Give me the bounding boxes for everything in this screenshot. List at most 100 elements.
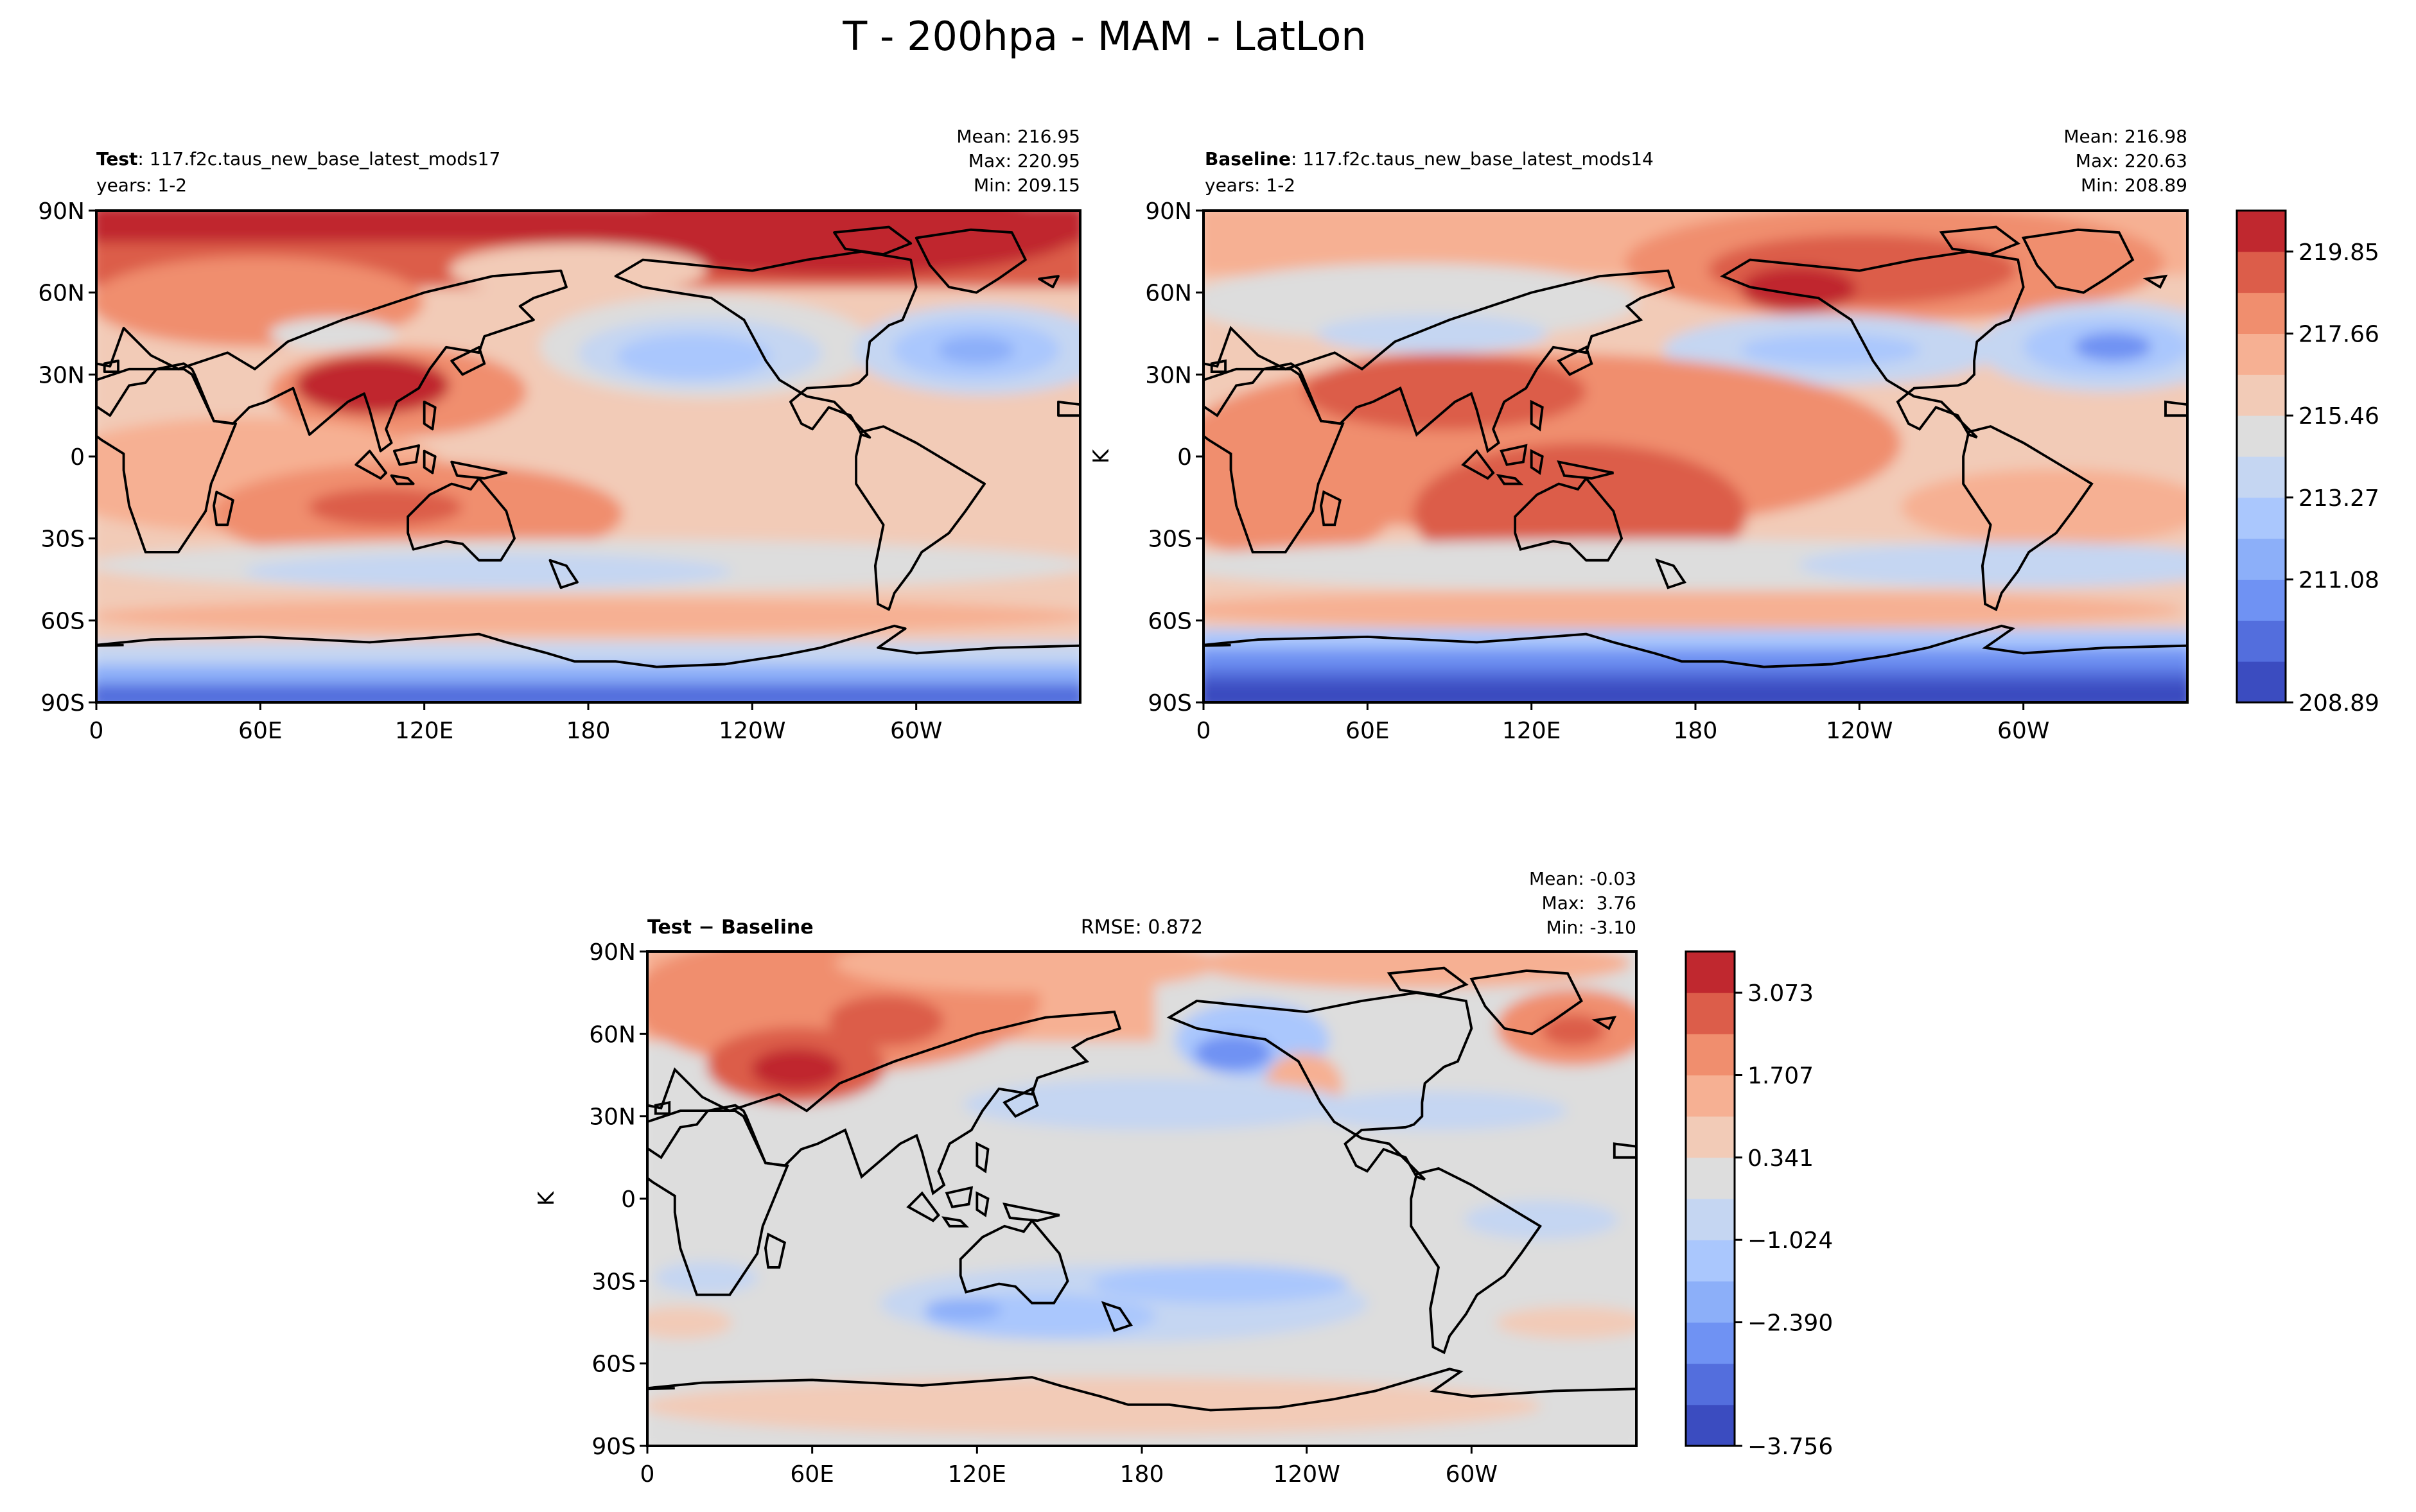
colorbar-tick-label: 0.341 (1747, 1145, 1814, 1172)
lon-tick-label: 60W (1997, 718, 2049, 744)
lat-tick-label: 90N (38, 198, 85, 225)
colorbar-segment (2237, 456, 2286, 498)
colorbar-segment (2237, 292, 2286, 334)
lat-tick-label: 0 (70, 444, 85, 471)
colorbar-segment (2237, 374, 2286, 416)
lon-tick-label: 60W (1446, 1461, 1498, 1488)
lon-tick-label: 120W (1274, 1461, 1340, 1488)
diff-unit-label: K (534, 1190, 559, 1206)
lon-tick-label: 60E (790, 1461, 834, 1488)
colorbar-segment (1686, 1363, 1735, 1405)
colorbar-tick-label: 3.073 (1747, 980, 1814, 1007)
lat-tick-label: 90S (591, 1434, 636, 1460)
colorbar-segment (1686, 1199, 1735, 1240)
lat-tick-label: 60N (38, 281, 85, 307)
colorbar-frame (2236, 209, 2287, 704)
lon-tick-label: 180 (1120, 1461, 1164, 1488)
diff-title: Test − Baseline (647, 916, 814, 939)
baseline-label-bold: Baseline (1205, 148, 1291, 169)
lat-tick-label: 30N (1145, 362, 1192, 388)
lat-tick-label: 60S (1148, 608, 1192, 634)
baseline-x-axis: 0 60E 120E 180 120W 60W (1196, 702, 2049, 744)
test-x-axis: 0 60E 120E 180 120W 60W (89, 702, 942, 744)
colorbar-segment (1686, 952, 1735, 993)
test-label-rest: : 117.f2c.taus_new_base_latest_mods17 (137, 148, 500, 169)
colorbar-segment (2237, 497, 2286, 539)
lat-tick-label: 30N (38, 362, 85, 388)
colorbar-tick-label: 213.27 (2298, 485, 2379, 512)
lon-tick-label: 60E (1345, 718, 1390, 744)
colorbar-segment (1686, 1404, 1735, 1447)
lon-tick-label: 0 (640, 1461, 655, 1488)
lat-tick-label: 90S (40, 690, 85, 717)
lat-tick-label: 30S (1148, 526, 1192, 553)
diff-colorbar: 3.073 1.707 0.341 −1.024 −2.390 −3.756 (1685, 950, 1833, 1460)
lon-tick-label: 120E (948, 1461, 1006, 1488)
test-panel: Test: 117.f2c.taus_new_base_latest_mods1… (38, 126, 1081, 744)
lat-tick-label: 90S (1148, 690, 1192, 717)
lon-tick-label: 0 (89, 718, 104, 744)
lat-tick-label: 30S (591, 1269, 636, 1295)
test-y-axis: 90N 60N 30N 0 30S 60S 90S (38, 198, 96, 717)
colorbar-segment (1686, 1322, 1735, 1364)
lon-tick-label: 120E (395, 718, 453, 744)
lat-tick-label: 60S (591, 1351, 636, 1378)
colorbar-segment (1686, 1240, 1735, 1282)
colorbar-segment (1686, 1157, 1735, 1199)
test-years: years: 1-2 (96, 175, 187, 196)
colorbar-segment (2237, 251, 2286, 293)
colorbar-tick-label: 219.85 (2298, 239, 2379, 266)
test-min: Min: 209.15 (974, 175, 1080, 196)
baseline-header: Baseline: 117.f2c.taus_new_base_latest_m… (1205, 148, 1654, 169)
diff-max: Max: 3.76 (1542, 892, 1636, 914)
colorbar-segment (2237, 333, 2286, 375)
lon-tick-label: 180 (566, 718, 611, 744)
diff-min: Min: -3.10 (1546, 917, 1636, 938)
baseline-min: Min: 208.89 (2081, 175, 2187, 196)
lat-tick-label: 60S (40, 608, 85, 634)
test-header: Test: 117.f2c.taus_new_base_latest_mods1… (96, 148, 500, 169)
baseline-unit-label: K (1089, 448, 1114, 464)
lon-tick-label: 0 (1196, 718, 1211, 744)
test-map-field (96, 211, 1080, 702)
lat-tick-label: 60N (589, 1021, 636, 1048)
lon-tick-label: 60W (890, 718, 942, 744)
colorbar-tick-label: −3.756 (1747, 1434, 1833, 1460)
lon-tick-label: 60E (238, 718, 283, 744)
colorbar-segment (2237, 415, 2286, 457)
lat-tick-label: 30N (589, 1104, 636, 1131)
colorbar-tick-label: 215.46 (2298, 403, 2379, 430)
colorbar-segment (1686, 1034, 1735, 1075)
test-label-bold: Test (96, 148, 137, 169)
colorbar-segment (1686, 993, 1735, 1034)
lat-tick-label: 0 (1177, 444, 1192, 471)
lat-tick-label: 0 (621, 1186, 636, 1213)
diff-y-axis: 90N 60N 30N 0 30S 60S 90S (589, 939, 647, 1460)
lon-tick-label: 180 (1674, 718, 1718, 744)
colorbar-segment (1686, 1116, 1735, 1158)
colorbar-tick-label: 211.08 (2298, 568, 2379, 594)
colorbar-tick-label: −1.024 (1747, 1228, 1833, 1254)
colorbar-segment (2237, 620, 2286, 662)
colorbar-frame (1685, 950, 1736, 1447)
baseline-map-field (1204, 211, 2187, 702)
lon-tick-label: 120W (719, 718, 785, 744)
baseline-years: years: 1-2 (1205, 175, 1295, 196)
colorbar-tick-label: −2.390 (1747, 1310, 1833, 1337)
colorbar-segment (2237, 211, 2286, 252)
baseline-panel: Baseline: 117.f2c.taus_new_base_latest_m… (1089, 126, 2379, 744)
diff-panel: Test − Baseline RMSE: 0.872 Mean: -0.03 … (534, 868, 1833, 1488)
diff-x-axis: 0 60E 120E 180 120W 60W (640, 1446, 1498, 1488)
baseline-mean: Mean: 216.98 (2063, 126, 2187, 147)
test-max: Max: 220.95 (968, 150, 1080, 171)
test-mean: Mean: 216.95 (956, 126, 1080, 147)
lat-tick-label: 60N (1145, 281, 1192, 307)
figure-title: T - 200hpa - MAM - LatLon (842, 13, 1366, 60)
lon-tick-label: 120E (1502, 718, 1561, 744)
colorbar-segment (2237, 538, 2286, 580)
lon-tick-label: 120W (1826, 718, 1893, 744)
lat-tick-label: 90N (589, 939, 636, 966)
colorbar-tick-label: 217.66 (2298, 322, 2379, 348)
colorbar-tick-label: 208.89 (2298, 690, 2379, 717)
colorbar-segment (2237, 579, 2286, 621)
